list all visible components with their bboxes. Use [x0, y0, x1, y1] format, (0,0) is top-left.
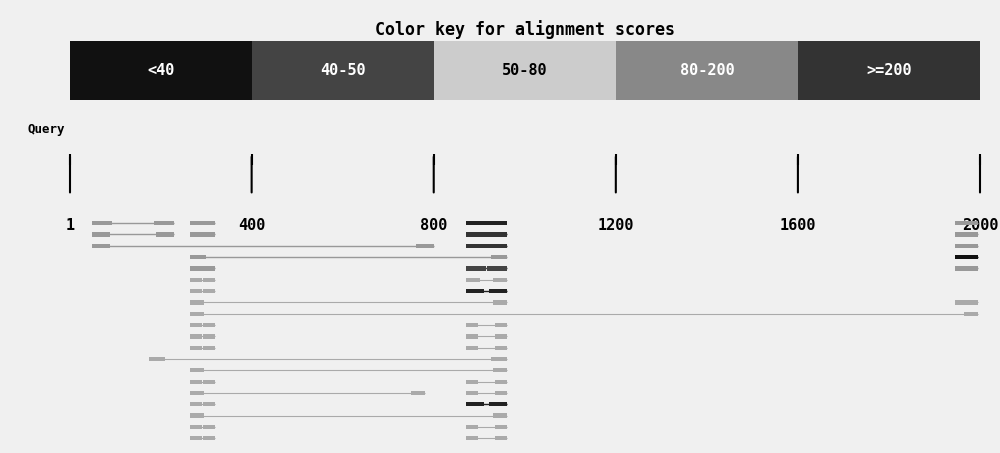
Bar [466, 244, 507, 248]
Bar [411, 391, 425, 395]
Text: 40-50: 40-50 [320, 63, 366, 78]
Bar [466, 266, 486, 270]
Text: >=200: >=200 [866, 63, 912, 78]
Bar [466, 436, 478, 440]
Bar [466, 221, 507, 225]
Bar [203, 334, 215, 338]
Bar [154, 221, 174, 225]
Bar [955, 221, 978, 225]
Bar [70, 41, 252, 100]
Text: Query: Query [28, 123, 65, 135]
Bar [495, 425, 507, 429]
Bar [466, 391, 478, 395]
Bar [493, 300, 507, 304]
Bar [964, 312, 978, 316]
Bar [203, 289, 215, 293]
Bar [156, 232, 174, 236]
Title: Color key for alignment scores: Color key for alignment scores [375, 20, 675, 39]
Bar [203, 380, 215, 384]
Bar [190, 278, 202, 282]
Bar [493, 368, 507, 372]
Bar [190, 221, 215, 225]
Bar [495, 380, 507, 384]
Bar [955, 244, 978, 248]
Bar [203, 402, 215, 406]
Bar [203, 425, 215, 429]
Bar [493, 414, 507, 418]
Text: <40: <40 [147, 63, 175, 78]
Bar [466, 278, 480, 282]
Bar [190, 425, 202, 429]
Bar [955, 266, 978, 270]
Bar [190, 402, 202, 406]
Bar [955, 300, 978, 304]
Bar [190, 368, 204, 372]
Bar [190, 255, 206, 259]
Bar [190, 391, 204, 395]
Bar [616, 41, 798, 100]
Bar [466, 380, 478, 384]
Bar [190, 334, 202, 338]
Bar [252, 41, 434, 100]
Bar [190, 323, 202, 327]
Bar [491, 357, 507, 361]
Bar [92, 244, 110, 248]
Bar [466, 425, 478, 429]
Bar [466, 289, 484, 293]
Text: 50-80: 50-80 [502, 63, 548, 78]
Bar [489, 289, 507, 293]
Bar [92, 232, 110, 236]
Bar [489, 402, 507, 406]
Bar [203, 278, 215, 282]
Bar [190, 346, 202, 350]
Bar [495, 323, 507, 327]
Bar [495, 391, 507, 395]
Bar [190, 266, 215, 270]
Bar [491, 255, 507, 259]
Bar [416, 244, 434, 248]
Bar [203, 346, 215, 350]
Bar [466, 402, 484, 406]
Bar [92, 221, 112, 225]
Bar [203, 436, 215, 440]
Bar [190, 312, 204, 316]
Bar [955, 232, 978, 236]
Bar [434, 41, 616, 100]
Bar [203, 323, 215, 327]
Bar [495, 436, 507, 440]
Text: 80-200: 80-200 [680, 63, 734, 78]
Bar [487, 266, 507, 270]
Bar [190, 414, 204, 418]
Bar [190, 232, 215, 236]
Bar [149, 357, 165, 361]
Bar [466, 346, 478, 350]
Bar [466, 323, 478, 327]
Bar [955, 255, 978, 259]
Bar [190, 300, 204, 304]
Bar [466, 232, 507, 236]
Bar [798, 41, 980, 100]
Bar [495, 346, 507, 350]
Bar [190, 380, 202, 384]
Bar [495, 334, 507, 338]
Bar [190, 436, 202, 440]
Bar [190, 289, 202, 293]
Bar [466, 334, 478, 338]
Bar [493, 278, 507, 282]
